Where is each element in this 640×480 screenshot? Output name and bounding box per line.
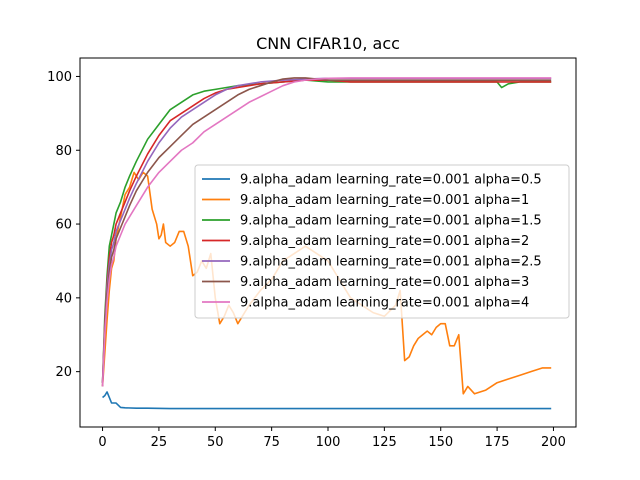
x-axis: 0 25 50 75 100 125 150 175 200 <box>98 427 566 450</box>
x-tick-label: 0 <box>98 435 106 450</box>
y-tick-label: 60 <box>55 218 72 233</box>
series-line-6 <box>101 77 552 387</box>
x-tick-label: 200 <box>541 435 566 450</box>
legend-label-6: 9.alpha_adam learning_rate=0.001 alpha=3 <box>240 275 529 290</box>
legend-label-7: 9.alpha_adam learning_rate=0.001 alpha=4 <box>240 296 529 311</box>
legend-label-2: 9.alpha_adam learning_rate=0.001 alpha=1 <box>240 193 529 208</box>
x-tick-label: 75 <box>263 435 280 450</box>
legend-box <box>194 164 570 319</box>
series-line-4 <box>101 79 552 383</box>
legend-label-5: 9.alpha_adam learning_rate=0.001 alpha=2… <box>240 255 542 270</box>
legend-label-3: 9.alpha_adam learning_rate=0.001 alpha=1… <box>240 214 542 229</box>
y-tick-label: 20 <box>55 365 72 380</box>
legend: 9.alpha_adam learning_rate=0.001 alpha=0… <box>194 164 570 319</box>
y-tick-label: 100 <box>47 70 72 85</box>
x-tick-label: 150 <box>428 435 453 450</box>
y-axis: 20 40 60 80 100 <box>47 70 80 380</box>
chart-title: CNN CIFAR10, acc <box>256 34 400 53</box>
legend-label-1: 9.alpha_adam learning_rate=0.001 alpha=0… <box>240 173 542 188</box>
y-tick-label: 40 <box>55 291 72 306</box>
x-tick-label: 100 <box>316 435 341 450</box>
x-tick-label: 175 <box>485 435 510 450</box>
x-tick-label: 125 <box>372 435 397 450</box>
series-line-1 <box>102 391 552 410</box>
x-tick-label: 25 <box>151 435 168 450</box>
series-line-7 <box>101 77 552 387</box>
x-tick-label: 50 <box>207 435 224 450</box>
legend-label-4: 9.alpha_adam learning_rate=0.001 alpha=2 <box>240 234 529 249</box>
y-tick-label: 80 <box>55 144 72 159</box>
